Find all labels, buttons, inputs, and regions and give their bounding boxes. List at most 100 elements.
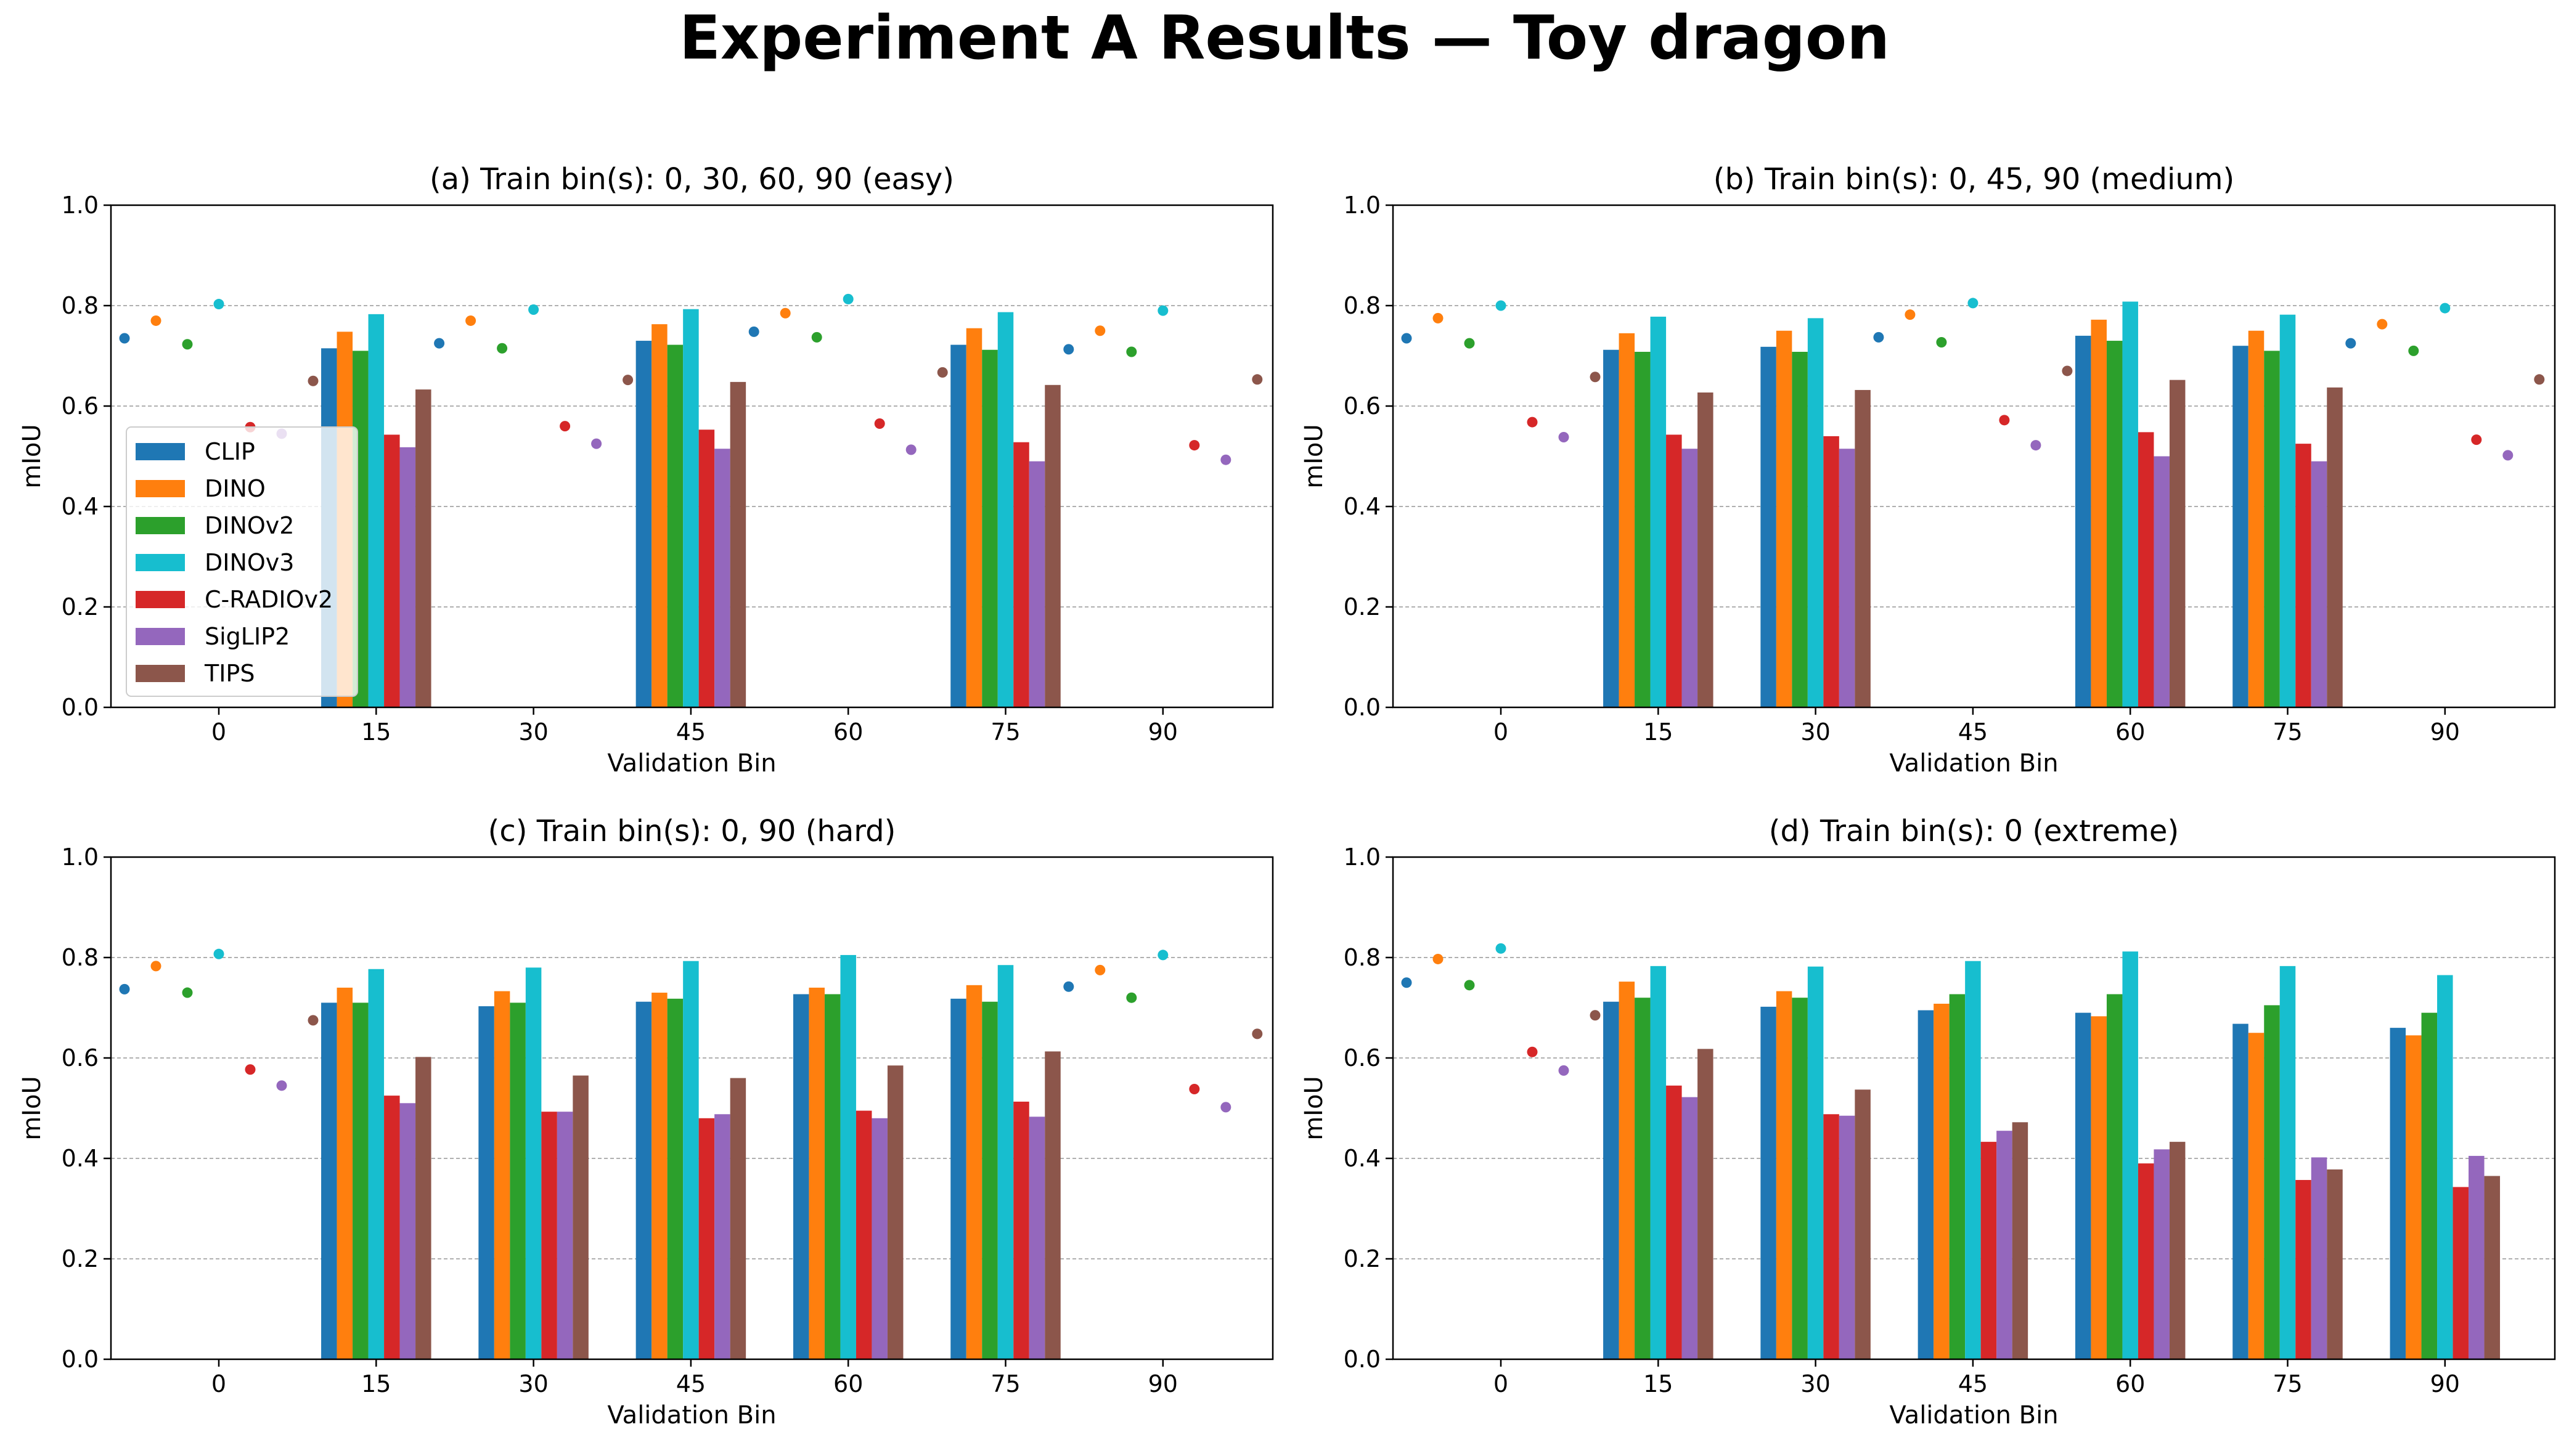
train-point-c-radiov2 <box>1999 415 2010 426</box>
train-point-dinov2 <box>811 331 822 343</box>
train-point-dinov3 <box>1158 950 1169 961</box>
bar-dinov3 <box>525 967 542 1359</box>
train-point-tips <box>623 375 634 386</box>
train-point-dinov2 <box>182 987 193 998</box>
figure-title: Experiment A Results — Toy dragon <box>679 3 1890 73</box>
bar-dino <box>651 993 668 1359</box>
chart-panel-c: (c) Train bin(s): 0, 90 (hard) 0.0 0.2 0.4 0… <box>18 814 1274 1430</box>
train-point-clip <box>1063 344 1074 355</box>
bar-siglip2 <box>1681 449 1698 707</box>
bar-dinov3 <box>1650 316 1667 707</box>
y-axis-label: mIoU <box>1300 1076 1328 1141</box>
train-point-siglip2 <box>2030 440 2041 451</box>
train-point-siglip2 <box>1220 454 1231 465</box>
x-tick-label: 30 <box>518 1370 548 1397</box>
train-point-c-radiov2 <box>2471 434 2482 445</box>
bar-clip <box>321 1003 337 1359</box>
bar-c-radiov2 <box>1013 1101 1029 1359</box>
train-point-clip <box>1401 977 1412 988</box>
train-point-dinov2 <box>182 339 193 350</box>
y-tick-label: 0.0 <box>62 694 99 721</box>
y-tick-label: 0.6 <box>62 1044 99 1072</box>
x-tick-label: 75 <box>2273 1370 2302 1397</box>
train-point-dino <box>1905 309 1916 320</box>
chart-panel-a: (a) Train bin(s): 0, 30, 60, 90 (easy) 0.… <box>18 162 1274 778</box>
train-point-siglip2 <box>1558 432 1569 443</box>
bar-clip <box>2075 335 2091 707</box>
y-tick-label: 1.0 <box>62 844 99 871</box>
x-tick-label: 30 <box>1800 1370 1830 1397</box>
train-point-dino <box>1095 325 1106 336</box>
x-tick-label: 45 <box>676 1370 706 1397</box>
train-point-clip <box>1873 331 1884 343</box>
bar-c-radiov2 <box>384 434 400 707</box>
bar-c-radiov2 <box>2453 1187 2469 1359</box>
bar-clip <box>478 1006 494 1359</box>
train-point-c-radiov2 <box>1527 1046 1538 1057</box>
y-tick-label: 0.4 <box>1344 1145 1381 1172</box>
train-point-clip <box>1063 981 1074 992</box>
bar-tips <box>415 389 431 707</box>
y-tick-label: 0.0 <box>1344 694 1381 721</box>
train-point-siglip2 <box>276 1080 287 1091</box>
legend-swatch-c-radiov2 <box>136 591 185 608</box>
bar-dinov2 <box>1792 998 1808 1359</box>
bar-tips <box>415 1057 431 1359</box>
x-tick-label: 45 <box>676 718 706 746</box>
bar-dinov2 <box>2106 341 2123 707</box>
bar-dinov3 <box>2122 301 2138 708</box>
y-tick-label: 1.0 <box>62 192 99 219</box>
y-tick-label: 0.2 <box>1344 1245 1381 1272</box>
train-point-dinov3 <box>1967 298 1979 309</box>
bar-dinov3 <box>368 314 385 708</box>
axes-frame <box>110 204 1274 709</box>
y-tick-label: 0.0 <box>1344 1346 1381 1373</box>
bar-dinov3 <box>683 961 699 1359</box>
bar-tips <box>1045 1051 1061 1359</box>
y-tick-label: 0.0 <box>62 1346 99 1373</box>
bar-clip <box>1603 349 1619 707</box>
train-point-dino <box>2377 319 2388 330</box>
bar-dinov3 <box>2279 314 2296 707</box>
bar-dinov2 <box>667 998 684 1359</box>
x-tick-label: 90 <box>1148 718 1178 746</box>
bar-siglip2 <box>2154 456 2170 707</box>
bar-dino <box>337 987 353 1359</box>
legend-swatch-dinov2 <box>136 517 185 534</box>
bar-tips <box>1045 384 1061 707</box>
y-tick-label: 0.2 <box>62 1245 99 1272</box>
bar-siglip2 <box>2154 1149 2170 1359</box>
y-tick-label: 0.6 <box>1344 1044 1381 1072</box>
bar-siglip2 <box>714 1114 730 1359</box>
bar-dinov3 <box>840 954 856 1359</box>
train-point-dinov2 <box>2408 345 2419 356</box>
bar-dinov3 <box>1807 966 1824 1359</box>
bar-dino <box>494 991 510 1359</box>
legend-swatch-siglip2 <box>136 628 185 645</box>
bar-dino <box>651 324 668 707</box>
x-tick-label: 0 <box>1493 718 1508 746</box>
bar-c-radiov2 <box>1666 1085 1682 1359</box>
train-point-dinov3 <box>843 293 854 304</box>
train-point-siglip2 <box>2502 450 2514 461</box>
y-tick-label: 0.4 <box>62 493 99 520</box>
bar-c-radiov2 <box>698 1118 715 1359</box>
bar-dinov3 <box>683 309 699 708</box>
bar-tips <box>573 1075 589 1359</box>
bar-dinov2 <box>1949 994 1966 1359</box>
train-point-c-radiov2 <box>560 421 571 432</box>
y-tick-label: 0.2 <box>1344 593 1381 620</box>
train-point-siglip2 <box>1558 1065 1569 1076</box>
legend: CLIP DINO DINOv2 DINOv3 C-RADIOv2 SigLIP2 TIPS <box>126 426 358 697</box>
x-axis-label: Validation Bin <box>1889 749 2058 778</box>
panel-title: (b) Train bin(s): 0, 45, 90 (medium) <box>1713 162 2234 197</box>
bar-dinov2 <box>2264 351 2280 707</box>
bar-dino <box>1934 1003 1950 1359</box>
train-point-siglip2 <box>591 438 602 449</box>
bar-dinov3 <box>1650 966 1667 1359</box>
chart-panel-d: (d) Train bin(s): 0 (extreme) 0.0 0.2 0.4 0.… <box>1300 814 2556 1430</box>
legend-swatch-dinov3 <box>136 554 185 571</box>
bar-tips <box>2012 1122 2028 1359</box>
y-axis-label: mIoU <box>18 1076 46 1141</box>
legend-label-dinov2: DINOv2 <box>205 512 294 539</box>
